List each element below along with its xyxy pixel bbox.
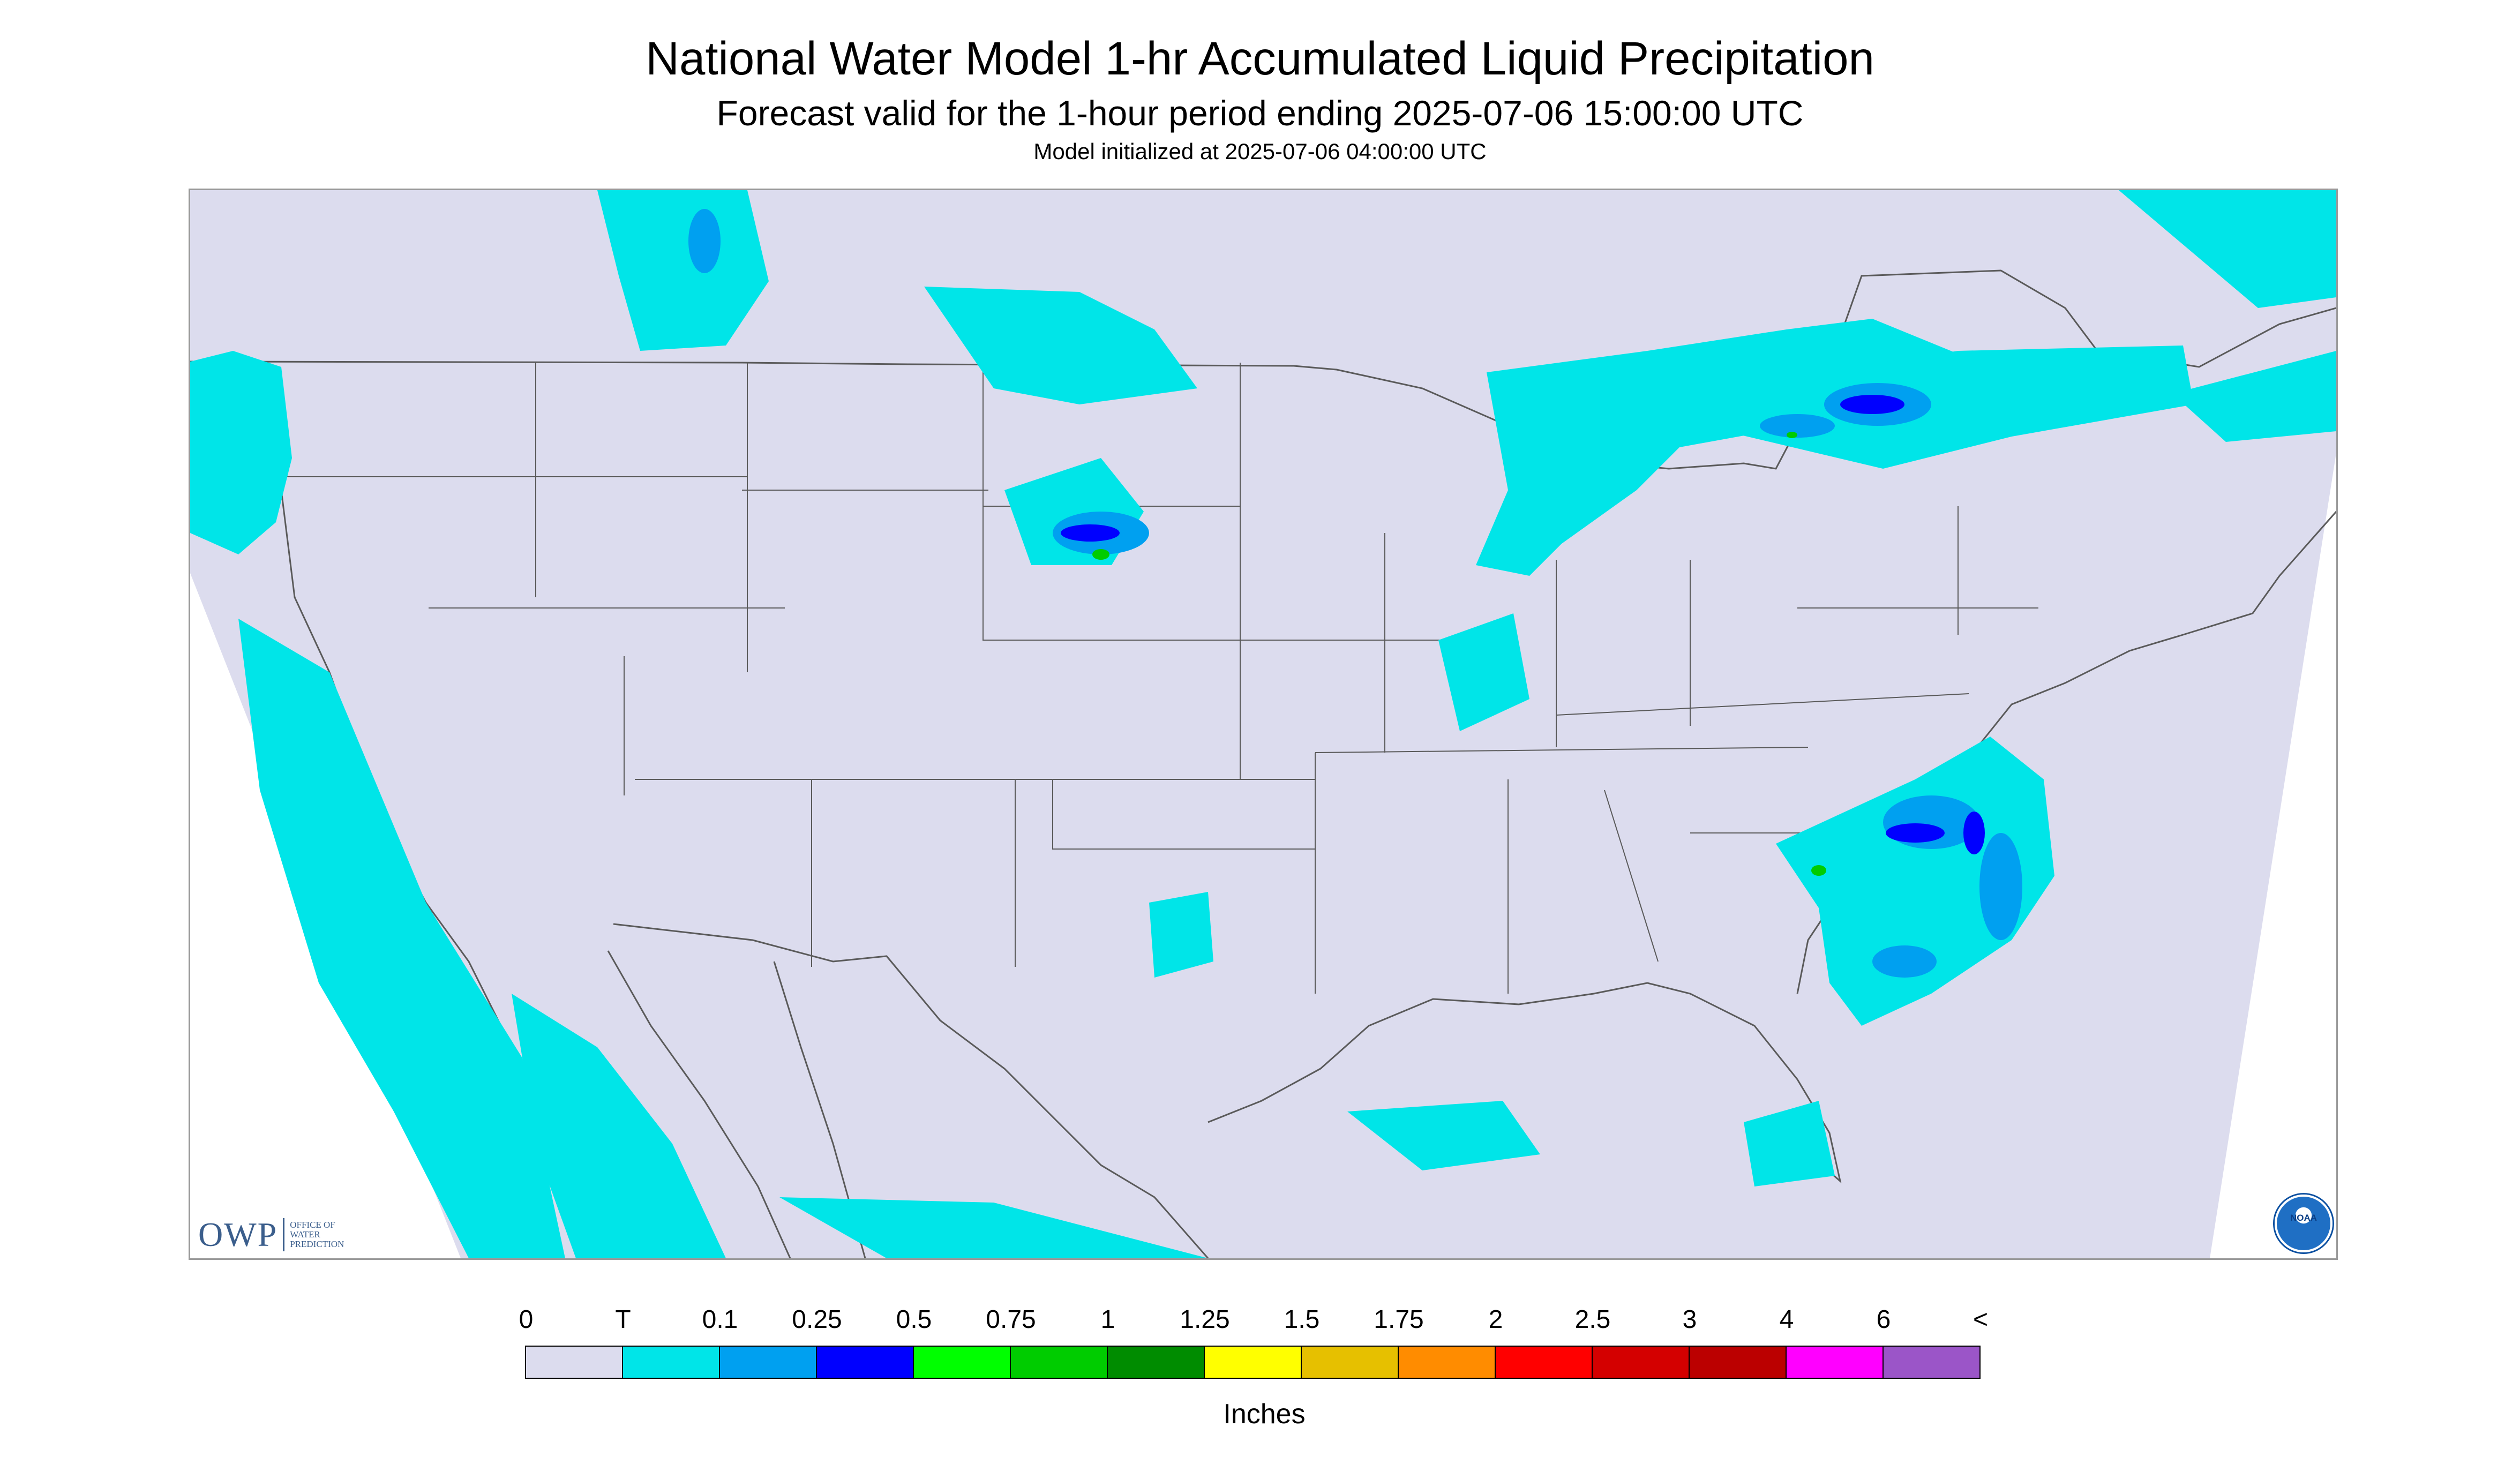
legend-color-cell <box>622 1346 720 1379</box>
legend-tick-label: 2 <box>1488 1305 1503 1334</box>
precip-new-england <box>2172 351 2336 442</box>
legend-color-cell <box>1786 1346 1884 1379</box>
legend-color-cell <box>1301 1346 1399 1379</box>
precip-florida-gulf <box>1744 1101 1835 1186</box>
precip-moderate <box>1061 395 1985 854</box>
legend-color-cell <box>1107 1346 1205 1379</box>
legend-tick-label: 1.25 <box>1180 1305 1230 1334</box>
legend-color-cell <box>1592 1346 1690 1379</box>
legend-tick-label: 1 <box>1100 1305 1115 1334</box>
legend-tick-label: 6 <box>1876 1305 1891 1334</box>
owp-line-1: Office of <box>290 1220 335 1230</box>
legend-color-bar <box>525 1346 1981 1379</box>
precip-saskatchewan <box>924 287 1197 404</box>
legend-color-cell <box>1689 1346 1787 1379</box>
precip-heavy <box>1092 432 1826 876</box>
legend-color-cell <box>525 1346 623 1379</box>
legend-color-cell <box>1495 1346 1593 1379</box>
noaa-logo: NOAA <box>2275 1195 2332 1252</box>
legend-tick-label: 1.5 <box>1284 1305 1320 1334</box>
model-domain <box>190 190 2336 1258</box>
precip-quebec <box>2119 190 2336 308</box>
map-title: National Water Model 1-hr Accumulated Li… <box>646 33 1874 85</box>
owp-separator <box>283 1218 285 1251</box>
state-lines <box>287 363 2038 994</box>
legend-color-cell <box>1010 1346 1108 1379</box>
noaa-logo-text: NOAA <box>2290 1213 2318 1223</box>
precip-canada-rockies <box>597 190 769 351</box>
owp-line-3: Prediction <box>290 1239 344 1249</box>
owp-line-2: Water <box>290 1229 320 1240</box>
map-canvas <box>190 190 2336 1258</box>
owp-logo: OWP Office of Water Prediction <box>198 1215 344 1253</box>
precip-baja <box>512 994 726 1258</box>
legend-tick-label: 0 <box>519 1305 534 1334</box>
legend-tick-label: 1.75 <box>1374 1305 1424 1334</box>
model-init-line: Model initialized at 2025-07-06 04:00:00… <box>1033 139 1487 164</box>
precip-pacific-nw <box>190 351 292 554</box>
precip-california-offshore <box>238 619 565 1258</box>
legend-color-cell <box>816 1346 914 1379</box>
precip-carolinas <box>1776 737 2054 1026</box>
map-subtitle: Forecast valid for the 1-hour period end… <box>716 93 1804 133</box>
owp-abbrev: OWP <box>198 1215 278 1253</box>
precip-texas <box>1149 892 1213 978</box>
legend-tick-label: 0.25 <box>792 1305 842 1334</box>
owp-fullname: Office of Water Prediction <box>290 1220 344 1249</box>
legend-tick-label: < <box>1972 1305 1989 1334</box>
legend-color-cell <box>1204 1346 1302 1379</box>
precipitation-map <box>189 189 2338 1260</box>
legend-tick-label: T <box>615 1305 631 1334</box>
legend-tick-label: 4 <box>1779 1305 1794 1334</box>
precipitation-legend: 0 T 0.1 0.25 0.5 0.75 1 1.25 1.5 1.75 2 2.5 3 4 6 < Inc… <box>519 1296 2004 1457</box>
legend-tick-label: 0.5 <box>896 1305 932 1334</box>
precip-gulf <box>1347 1101 1540 1170</box>
precip-illinois <box>1438 613 1529 731</box>
legend-tick-label: 0.75 <box>986 1305 1036 1334</box>
us-mexico-border <box>613 923 1209 1258</box>
precip-pacific-south <box>779 1197 1208 1258</box>
legend-color-cell <box>1398 1346 1496 1379</box>
baja-coast <box>607 950 791 1258</box>
legend-color-cell <box>1882 1346 1981 1379</box>
precip-ontario <box>1679 346 2194 469</box>
legend-unit-label: Inches <box>1223 1399 1306 1430</box>
legend-tick-label: 0.1 <box>702 1305 738 1334</box>
legend-color-cell <box>913 1346 1011 1379</box>
legend-color-cell <box>719 1346 817 1379</box>
legend-tick-label: 3 <box>1682 1305 1697 1334</box>
precip-trace <box>190 190 2336 1258</box>
gulf-coast <box>1208 982 1842 1184</box>
us-canada-border <box>190 269 2336 470</box>
legend-tick-label: 2.5 <box>1574 1305 1611 1334</box>
